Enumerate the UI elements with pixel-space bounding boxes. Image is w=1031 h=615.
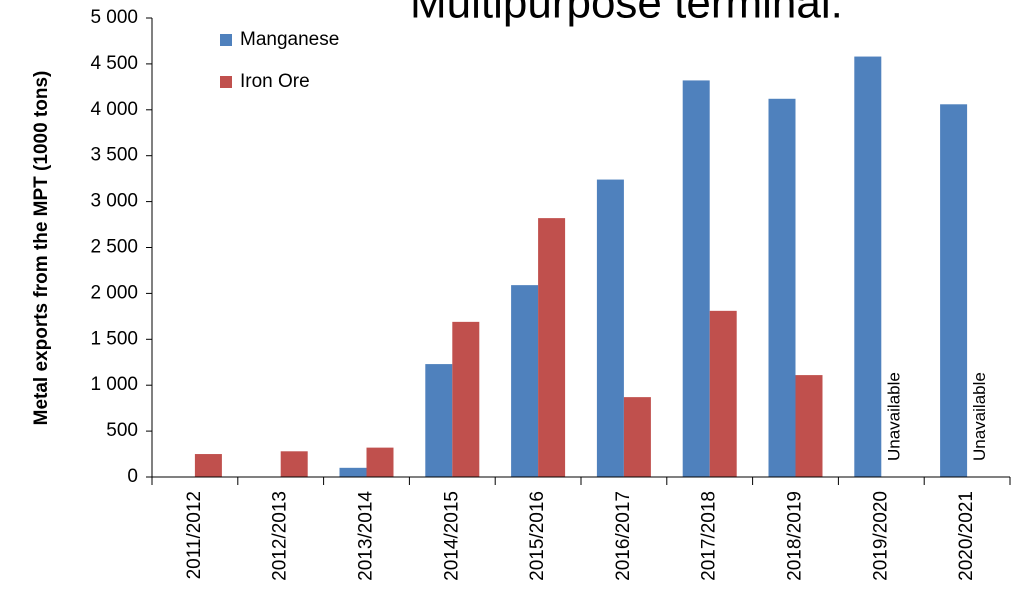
x-tick-label: 2011/2012 [184, 491, 205, 579]
y-tick-label: 500 [106, 420, 138, 441]
y-tick-label: 2 000 [90, 282, 138, 303]
y-tick-label: 1 000 [90, 374, 138, 395]
bar [682, 80, 710, 477]
annotation: Unavailable [970, 372, 989, 461]
chart-title: Multipurpose terminal: [410, 0, 843, 28]
bar [854, 56, 882, 477]
y-tick-label: 3 000 [90, 191, 138, 212]
x-tick-label: 2016/2017 [613, 491, 634, 581]
legend-swatch [220, 76, 232, 88]
bar [511, 285, 539, 477]
bar [940, 104, 968, 478]
y-tick-label: 0 [127, 466, 138, 487]
y-tick-label: 5 000 [90, 7, 138, 28]
bar [795, 375, 823, 477]
legend-label: Manganese [240, 29, 339, 50]
y-tick-label: 4 500 [90, 53, 138, 74]
bar [768, 98, 796, 477]
y-tick-label: 2 500 [90, 237, 138, 258]
legend-swatch [220, 34, 232, 46]
bar [623, 397, 651, 477]
bar [596, 179, 624, 477]
x-tick-label: 2015/2016 [527, 491, 548, 581]
y-tick-label: 1 500 [90, 328, 138, 349]
bar [280, 451, 308, 477]
y-tick-label: 3 500 [90, 145, 138, 166]
x-tick-label: 2019/2020 [870, 491, 891, 581]
x-tick-label: 2017/2018 [699, 491, 720, 581]
y-tick-label: 4 000 [90, 99, 138, 120]
x-tick-label: 2018/2019 [785, 491, 806, 581]
x-tick-label: 2013/2014 [356, 491, 377, 581]
x-tick-label: 2014/2015 [441, 491, 462, 581]
bar [452, 321, 480, 477]
bar [339, 467, 367, 477]
x-tick-label: 2020/2021 [956, 491, 977, 581]
x-tick-label: 2012/2013 [270, 491, 291, 581]
bar [538, 218, 566, 477]
annotation: Unavailable [884, 372, 903, 461]
bar [709, 310, 737, 477]
bar [194, 454, 222, 477]
bar [425, 364, 453, 477]
bar [366, 447, 394, 477]
y-axis-label: Metal exports from the MPT (1000 tons) [31, 71, 52, 426]
legend-label: Iron Ore [240, 71, 310, 92]
